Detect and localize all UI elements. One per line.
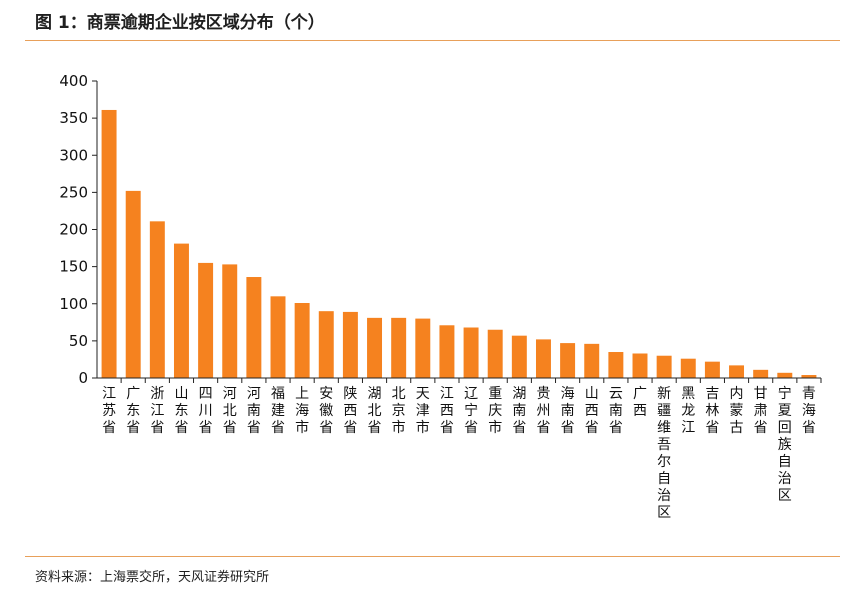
x-tick-label: 广西 [633, 386, 647, 419]
x-tick-label: 山西省 [585, 386, 599, 436]
x-tick-label: 黑龙江 [681, 386, 695, 436]
bar [125, 190, 141, 378]
bar-chart: 0 50 100 150 200 250 300 350 400 江苏省广东省浙江省山东省四川省… [59, 72, 822, 521]
x-tick-label: 四川省 [199, 386, 213, 436]
bar [704, 361, 720, 378]
x-tick-label: 内蒙古 [730, 386, 744, 436]
bar [729, 365, 745, 378]
x-tick-label: 新疆维吾尔自治区 [657, 386, 671, 521]
y-tick-label: 200 [59, 221, 88, 239]
bar [270, 296, 286, 378]
x-tick-label: 辽宁省 [464, 386, 478, 436]
bar [222, 264, 238, 378]
x-tick-label: 湖南省 [512, 386, 526, 436]
x-tick-label: 河北省 [223, 386, 237, 436]
x-tick-label: 宁夏回族自治区 [778, 385, 792, 504]
x-tick-label: 吉林省 [705, 386, 719, 436]
bar [439, 325, 455, 378]
bars [101, 109, 817, 379]
y-tick-label: 0 [78, 369, 88, 387]
bottom-divider [25, 556, 840, 557]
x-tick-label: 山东省 [174, 386, 188, 436]
x-tick-label: 浙江省 [150, 386, 164, 436]
x-axis: 江苏省广东省浙江省山东省四川省河北省河南省福建省上海市安徽省陕西省湖北省北京市天… [97, 377, 822, 521]
bar [101, 109, 117, 379]
x-tick-label: 江西省 [440, 386, 454, 436]
x-tick-label: 重庆市 [488, 386, 502, 436]
bar [801, 375, 817, 378]
x-tick-label: 云南省 [609, 386, 623, 436]
x-tick-label: 广东省 [126, 386, 140, 436]
bar [149, 221, 165, 378]
bar [415, 318, 431, 378]
y-tick-label: 400 [59, 72, 88, 90]
bar [367, 317, 383, 378]
bar [246, 277, 262, 378]
bar [463, 327, 479, 378]
x-tick-label: 湖北省 [368, 386, 382, 436]
bar [535, 339, 551, 378]
source-note: 资料来源：上海票交所，天风证券研究所 [35, 570, 270, 585]
y-tick-label: 50 [69, 332, 88, 350]
x-tick-label: 安徽省 [319, 386, 333, 436]
y-tick-label: 150 [59, 258, 88, 276]
x-tick-label: 青海省 [802, 386, 816, 436]
bar [511, 335, 527, 378]
bar [391, 317, 407, 378]
bar [777, 372, 793, 378]
x-tick-label: 海南省 [561, 386, 575, 436]
x-tick-label: 贵州省 [536, 386, 550, 436]
bar [487, 329, 503, 378]
bar [318, 311, 334, 378]
x-tick-label: 北京市 [392, 386, 406, 436]
bar [198, 262, 214, 378]
bar [608, 352, 624, 378]
figure-title: 图 1：商票逾期企业按区域分布（个） [35, 13, 325, 33]
x-tick-label: 甘肃省 [754, 386, 768, 436]
x-tick-label: 江苏省 [102, 386, 116, 436]
y-tick-label: 250 [59, 183, 88, 201]
bar [584, 343, 600, 378]
x-tick-label: 上海市 [295, 386, 309, 436]
bar [560, 343, 576, 378]
bar [632, 353, 648, 378]
x-tick-label: 天津市 [416, 386, 430, 436]
bar [656, 355, 672, 378]
top-divider [25, 40, 840, 41]
bar [173, 243, 189, 378]
bar [680, 358, 696, 378]
y-tick-label: 350 [59, 109, 88, 127]
bar [342, 311, 358, 378]
y-tick-label: 100 [59, 295, 88, 313]
y-axis: 0 50 100 150 200 250 300 350 400 [59, 72, 98, 387]
bar [294, 303, 310, 378]
x-tick-label: 河南省 [247, 386, 261, 436]
x-tick-label: 陕西省 [343, 386, 357, 436]
x-tick-label: 福建省 [271, 386, 285, 436]
bar [753, 369, 769, 378]
y-tick-label: 300 [59, 146, 88, 164]
